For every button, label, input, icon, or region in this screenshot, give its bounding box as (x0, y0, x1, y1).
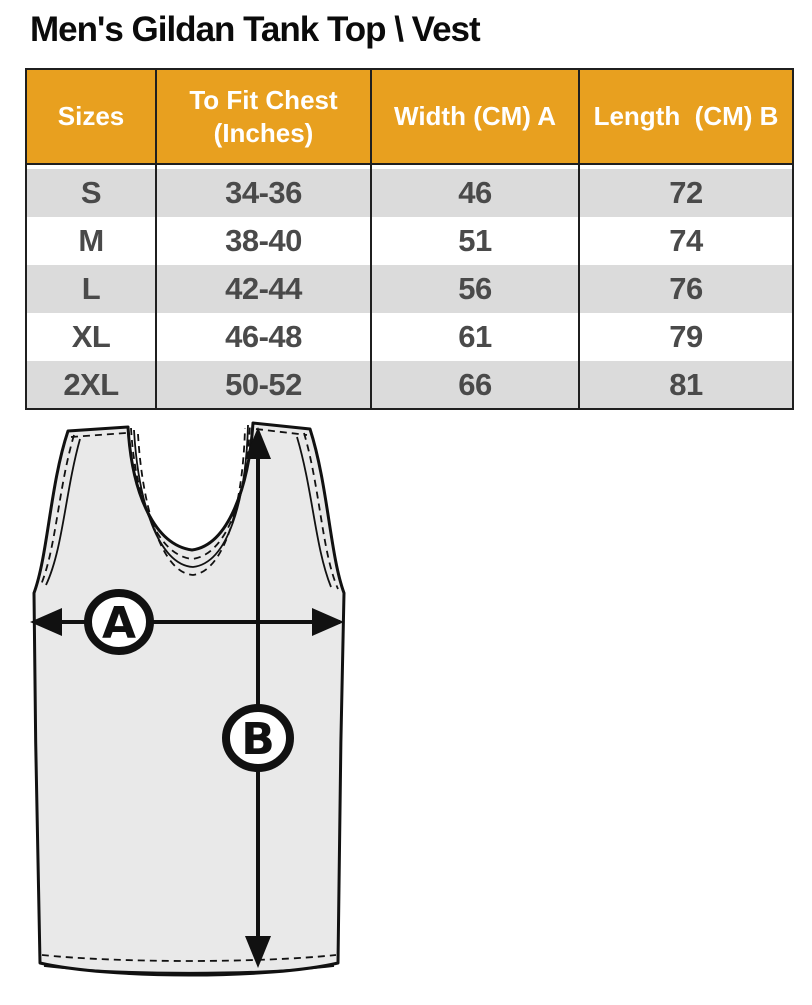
chest-cell: 34-36 (155, 169, 371, 217)
table-row-s: S 34-36 46 72 (26, 169, 793, 217)
length-cell: 81 (578, 361, 793, 409)
column-header-sizes: Sizes (26, 69, 156, 165)
table-row-l: L 42-44 56 76 (26, 265, 793, 313)
column-header-chest: To Fit Chest (Inches) (155, 69, 371, 165)
neckline-stitch-inner (137, 427, 246, 576)
chest-cell: 46-48 (155, 313, 371, 361)
size-cell: XL (26, 313, 156, 361)
width-label: A (102, 598, 136, 649)
chest-cell: 50-52 (155, 361, 371, 409)
length-arrowhead-bottom (245, 936, 271, 968)
size-cell: L (26, 265, 156, 313)
table-header-row: Sizes To Fit Chest (Inches) Width (CM) A… (26, 69, 793, 165)
column-header-width: Width (CM) A (370, 69, 579, 165)
table-row-m: M 38-40 51 74 (26, 217, 793, 265)
right-armhole-stitch (303, 432, 339, 590)
size-cell: S (26, 169, 156, 217)
left-shoulder-stitch (70, 432, 127, 438)
right-shoulder-stitch (255, 428, 308, 436)
tank-top-measurement-diagram: A B (0, 415, 450, 1000)
spacer-cell (155, 164, 371, 169)
left-armhole-binding (45, 438, 81, 586)
page-title: Men's Gildan Tank Top \ Vest (30, 10, 481, 49)
right-armhole-binding (296, 436, 332, 588)
length-cell: 79 (578, 313, 793, 361)
neckline-stitch-outer (130, 423, 251, 560)
width-cell: 66 (370, 361, 579, 409)
left-armhole-stitch (39, 434, 75, 588)
header-spacer (26, 164, 793, 169)
hem-fold-line (43, 965, 335, 974)
length-label: B (241, 714, 275, 765)
width-cell: 51 (370, 217, 579, 265)
size-cell: M (26, 217, 156, 265)
width-arrowhead-right (312, 608, 344, 636)
length-cell: 74 (578, 217, 793, 265)
chest-cell: 38-40 (155, 217, 371, 265)
length-cell: 76 (578, 265, 793, 313)
length-label-badge: B (222, 704, 294, 772)
length-arrow (245, 427, 271, 968)
spacer-cell (578, 164, 793, 169)
length-arrowhead-top (245, 427, 271, 459)
hem-stitch (41, 954, 337, 962)
width-cell: 56 (370, 265, 579, 313)
width-arrowhead-left (30, 608, 62, 636)
neckline-band-inner-edge (133, 424, 249, 568)
spacer-cell (370, 164, 579, 169)
spacer-cell (26, 164, 156, 169)
table-row-2xl: 2XL 50-52 66 81 (26, 361, 793, 409)
table-row-xl: XL 46-48 61 79 (26, 313, 793, 361)
garment-outline (32, 421, 346, 977)
width-cell: 61 (370, 313, 579, 361)
length-cell: 72 (578, 169, 793, 217)
chest-cell: 42-44 (155, 265, 371, 313)
size-chart-table: Sizes To Fit Chest (Inches) Width (CM) A… (25, 68, 794, 410)
width-label-badge: A (84, 589, 154, 655)
column-header-length: Length (CM) B (578, 69, 793, 165)
tank-top-sketch: A B (30, 421, 346, 977)
width-cell: 46 (370, 169, 579, 217)
size-cell: 2XL (26, 361, 156, 409)
